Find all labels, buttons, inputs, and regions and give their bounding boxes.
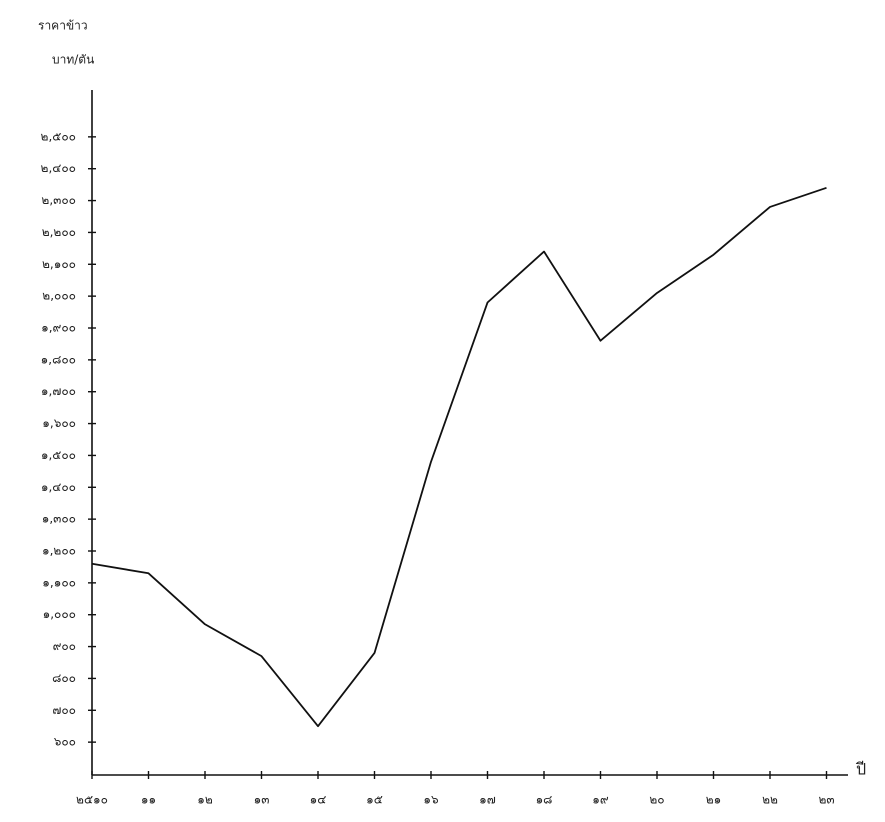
x-tick-label: ๑๗ — [479, 793, 496, 807]
y-tick-label: ๑,๑๐๐ — [42, 575, 76, 589]
data-line — [91, 186, 827, 728]
x-tick-label: ๑๔ — [310, 793, 327, 807]
y-tick-label: ๑,๔๐๐ — [41, 480, 76, 494]
y-axis-unit: บาท/ตัน — [52, 53, 94, 67]
x-tick-label: ๑๙ — [592, 793, 609, 807]
y-tick-label: ๒,๑๐๐ — [42, 257, 76, 271]
y-tick-label: ๑,๖๐๐ — [42, 416, 76, 430]
y-tick-label: ๑,๘๐๐ — [41, 352, 76, 366]
y-tick-label: ๑,๕๐๐ — [41, 448, 76, 462]
x-tick-label: ๒๕๑๐ — [76, 793, 108, 807]
x-tick-label: ๑๕ — [366, 793, 383, 807]
y-tick-label: ๑,๗๐๐ — [41, 384, 76, 398]
y-axis-label: ราคาข้าว — [38, 19, 88, 33]
x-tick-label: ๑๖ — [423, 793, 438, 807]
y-tick-label: ๑,๐๐๐ — [43, 607, 76, 621]
y-tick-label: ๖๐๐ — [54, 735, 76, 749]
y-tick-label: ๗๐๐ — [52, 703, 76, 717]
y-tick-label: ๑,๓๐๐ — [42, 512, 76, 526]
x-tick-label: ๑๑ — [141, 793, 156, 807]
y-tick-label: ๘๐๐ — [52, 671, 76, 685]
y-tick-label: ๙๐๐ — [53, 639, 76, 653]
x-tick-label: ๑๘ — [536, 793, 553, 807]
y-tick-label: ๒,๔๐๐ — [41, 161, 76, 175]
y-tick-label: ๒,๕๐๐ — [41, 129, 76, 143]
x-tick-label: ๒๐ — [649, 793, 664, 807]
x-tick-label: ๒๒ — [762, 793, 778, 807]
y-tick-label: ๒,๐๐๐ — [42, 289, 76, 303]
x-tick-label: ๒๑ — [706, 793, 722, 807]
x-axis-label: ปี — [856, 760, 867, 779]
x-tick-label: ๑๓ — [254, 793, 270, 807]
x-tick-label: ๒๓ — [818, 793, 834, 807]
x-tick-label: ๑๒ — [197, 793, 213, 807]
y-tick-label: ๒,๒๐๐ — [42, 225, 76, 239]
y-tick-label: ๒,๓๐๐ — [41, 193, 76, 207]
y-tick-label: ๑,๒๐๐ — [42, 544, 76, 558]
y-tick-label: ๑,๙๐๐ — [41, 321, 76, 335]
